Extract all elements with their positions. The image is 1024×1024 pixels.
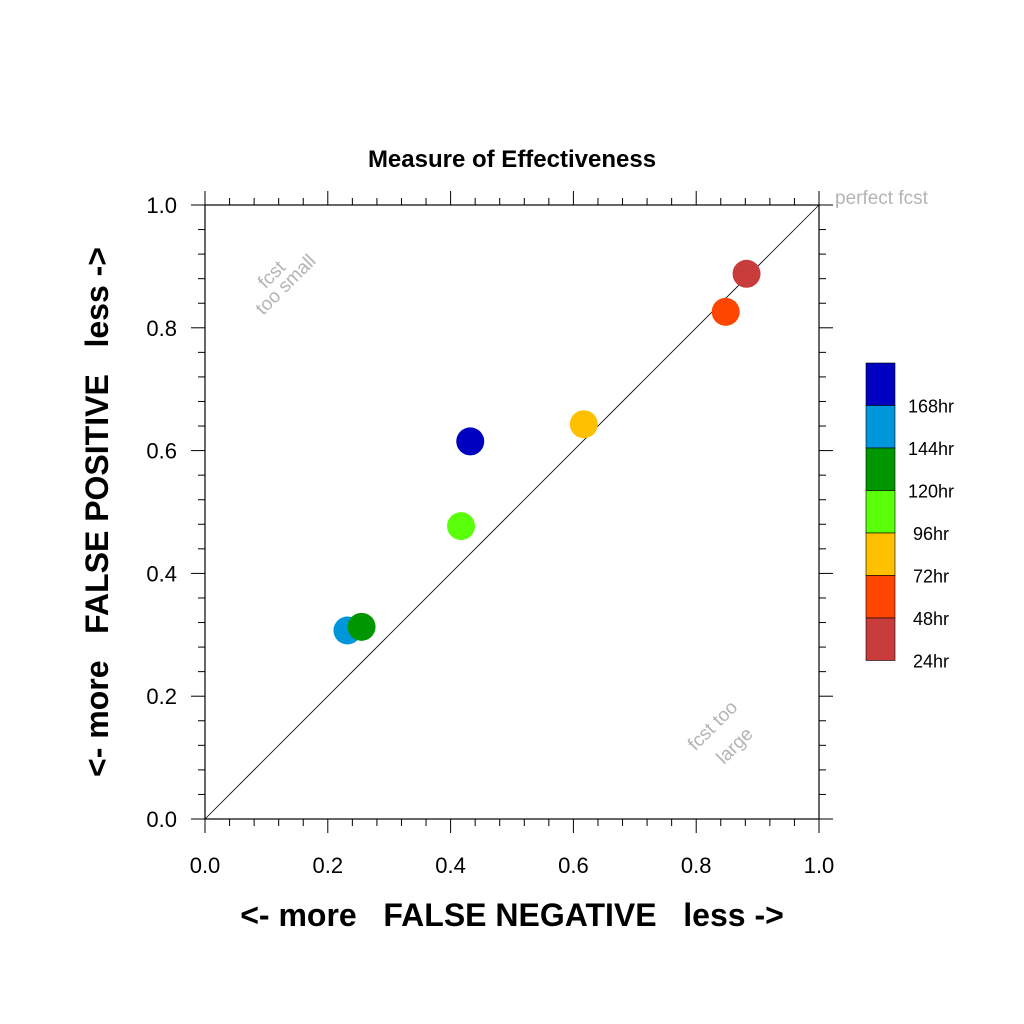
legend-swatch-72hr — [865, 532, 896, 576]
legend-label-72hr: 72hr — [913, 566, 949, 586]
point-120hr — [347, 612, 376, 641]
legend-label-144hr: 144hr — [908, 439, 954, 459]
point-72hr — [569, 410, 598, 439]
legend-swatch-96hr — [865, 490, 896, 534]
points-group — [333, 259, 761, 645]
x-tick-label: 0.4 — [435, 853, 466, 878]
y-tick-label: 0.2 — [146, 684, 177, 709]
legend: 168hr 144hr 120hr 96hr 72hr 48hr 24hr — [865, 362, 954, 671]
plot-frame — [204, 204, 820, 820]
point-168hr — [456, 427, 485, 456]
y-tick-label: 0.6 — [146, 439, 177, 464]
x-axis-label: <- more FALSE NEGATIVE less -> — [240, 897, 784, 933]
ticks-group — [191, 191, 833, 833]
legend-label-168hr: 168hr — [908, 396, 954, 416]
y-axis-label: <- more FALSE POSITIVE less -> — [79, 247, 115, 777]
legend-label-96hr: 96hr — [913, 524, 949, 544]
annotation-perfect-fcst: perfect fcst — [835, 188, 929, 209]
point-48hr — [711, 297, 740, 326]
point-96hr — [447, 512, 476, 541]
x-tick-label: 0.0 — [190, 853, 221, 878]
x-tick-label: 0.6 — [558, 853, 589, 878]
legend-swatch-120hr — [865, 447, 896, 491]
x-tick-label: 0.2 — [313, 853, 344, 878]
legend-label-48hr: 48hr — [913, 609, 949, 629]
tick-labels-group: 0.0 0.2 0.4 0.6 0.8 1.0 0.0 0.2 0.4 0.6 0.8 1.0 — [146, 193, 834, 878]
y-tick-label: 0.4 — [146, 561, 177, 586]
y-tick-label: 1.0 — [146, 193, 177, 218]
legend-swatch-24hr — [865, 617, 896, 661]
legend-swatch-144hr — [865, 405, 896, 449]
legend-label-120hr: 120hr — [908, 481, 954, 501]
x-tick-label: 1.0 — [804, 853, 835, 878]
y-tick-label: 0.0 — [146, 807, 177, 832]
legend-swatch-168hr — [865, 362, 896, 406]
x-tick-label: 0.8 — [681, 853, 712, 878]
y-tick-label: 0.8 — [146, 316, 177, 341]
legend-label-24hr: 24hr — [913, 651, 949, 671]
point-24hr — [732, 259, 761, 288]
chart-title: Measure of Effectiveness — [368, 146, 656, 173]
legend-swatch-48hr — [865, 575, 896, 619]
